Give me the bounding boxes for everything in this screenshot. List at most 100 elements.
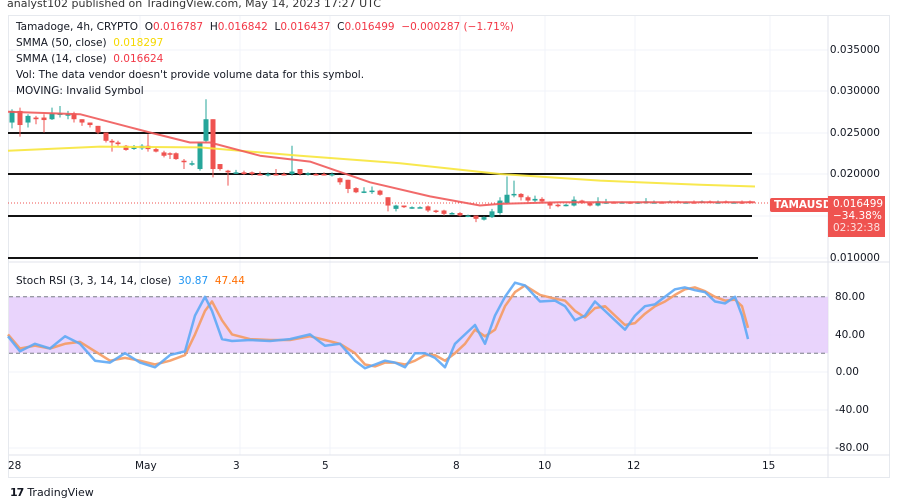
candle-body: [595, 201, 601, 206]
candle-body: [161, 152, 167, 156]
bar-countdown: 02:32:38: [833, 222, 881, 234]
candle-body: [33, 117, 39, 120]
candle-body: [217, 164, 223, 170]
symbol-badge: TAMAUSD: [770, 198, 836, 212]
candle-body: [345, 179, 351, 189]
candle-body: [539, 198, 545, 202]
candle-body: [265, 174, 271, 176]
price-tick: 0.010000: [829, 252, 880, 264]
time-tick: 28: [8, 460, 22, 472]
candle-body: [167, 153, 173, 155]
stoch-tick: 0.00: [835, 366, 859, 378]
candle-body: [504, 194, 510, 204]
candle-body: [87, 122, 93, 126]
time-tick: 15: [762, 460, 776, 472]
smma50-value: 0.018297: [113, 37, 164, 49]
candle-body: [425, 206, 431, 211]
symbol-title[interactable]: Tamadoge, 4h, CRYPTO: [16, 21, 139, 33]
candle-body: [305, 173, 311, 175]
price-tick: 0.025000: [829, 127, 880, 139]
tradingview-logo-text: TradingView: [27, 486, 94, 499]
candle-body: [417, 207, 423, 209]
candle-body: [321, 174, 327, 176]
tradingview-logo[interactable]: 17 TradingView: [10, 486, 94, 499]
chart-frame: [8, 15, 890, 478]
smma50-row[interactable]: SMMA (50, close) 0.018297: [16, 37, 164, 49]
candle-body: [241, 172, 247, 174]
candle-body: [361, 191, 367, 193]
stoch-tick: -80.00: [835, 442, 869, 454]
candle-body: [473, 215, 479, 219]
stoch-legend[interactable]: Stoch RSI (3, 3, 14, 14, close) 30.87 47…: [16, 273, 245, 289]
price-tick: 0.030000: [829, 85, 880, 97]
candle-body: [123, 145, 129, 150]
candle-body: [203, 119, 209, 141]
price-tick: 0.020000: [829, 168, 880, 180]
candle-body: [511, 193, 517, 196]
candle-body: [17, 110, 23, 126]
candle-body: [393, 205, 399, 209]
stoch-tick: -40.00: [835, 404, 869, 416]
candle-body: [181, 160, 187, 163]
candle-body: [109, 140, 115, 143]
time-tick: 12: [627, 460, 641, 472]
candle-body: [337, 178, 343, 183]
last-price-badge: 0.016499 −34.38% 02:32:38: [828, 196, 885, 237]
candle-body: [385, 197, 391, 206]
change-value: −0.000287 (−1.71%): [401, 21, 514, 33]
candle-body: [481, 217, 487, 220]
stoch-tick: 80.00: [834, 291, 865, 303]
stoch-d-value: 47.44: [214, 275, 245, 287]
stoch-k-value: 30.87: [178, 275, 209, 287]
time-tick: 10: [538, 460, 552, 472]
candle-body: [281, 174, 287, 176]
candle-body: [401, 205, 407, 208]
candle-body: [532, 198, 538, 201]
candle-body: [353, 188, 359, 193]
candle-body: [115, 142, 121, 145]
main-legend: Tamadoge, 4h, CRYPTO O0.016787 H0.016842…: [16, 19, 514, 99]
volume-row[interactable]: Vol: The data vendor doesn't provide vol…: [16, 69, 365, 81]
time-tick: May: [135, 460, 157, 472]
high-value: 0.016842: [217, 21, 268, 33]
candle-body: [79, 119, 85, 123]
candle-body: [457, 213, 463, 216]
change-percent: −34.38%: [833, 210, 882, 222]
stoch-tick: 40.00: [834, 329, 865, 341]
published-caption: analyst102 published on TradingView.com,…: [7, 0, 381, 10]
time-tick: 8: [453, 460, 460, 472]
smma14-row[interactable]: SMMA (14, close) 0.016624: [16, 53, 164, 65]
candle-body: [249, 172, 255, 174]
candle-body: [518, 193, 524, 198]
candle-body: [433, 210, 439, 213]
candle-body: [329, 174, 335, 176]
candle-body: [377, 190, 383, 195]
candle-body: [449, 213, 455, 215]
candle-body: [65, 114, 71, 116]
candle-body: [313, 174, 319, 176]
time-tick: 5: [322, 460, 329, 472]
smma14-line: [7, 110, 755, 207]
candle-body: [441, 210, 447, 214]
candle-body: [587, 203, 593, 206]
smma50-line: [7, 145, 756, 188]
smma14-value: 0.016624: [113, 53, 164, 65]
candle-body: [41, 117, 47, 121]
candle-body: [103, 132, 109, 141]
candle-body: [489, 211, 495, 218]
candle-body: [173, 153, 179, 160]
candle-body: [297, 169, 303, 174]
low-value: 0.016437: [280, 21, 331, 33]
candle-body: [547, 202, 553, 206]
candle-body: [95, 125, 101, 133]
ohlc-row: Tamadoge, 4h, CRYPTO O0.016787 H0.016842…: [16, 21, 514, 33]
moving-row[interactable]: MOVING: Invalid Symbol: [16, 85, 144, 97]
candle-body: [525, 197, 531, 201]
candle-body: [497, 200, 503, 214]
stoch-label: Stoch RSI (3, 3, 14, 14, close): [16, 275, 172, 287]
close-value: 0.016499: [344, 21, 395, 33]
candle-body: [369, 190, 375, 193]
candle-body: [25, 115, 31, 123]
price-tick: 0.035000: [829, 44, 880, 56]
